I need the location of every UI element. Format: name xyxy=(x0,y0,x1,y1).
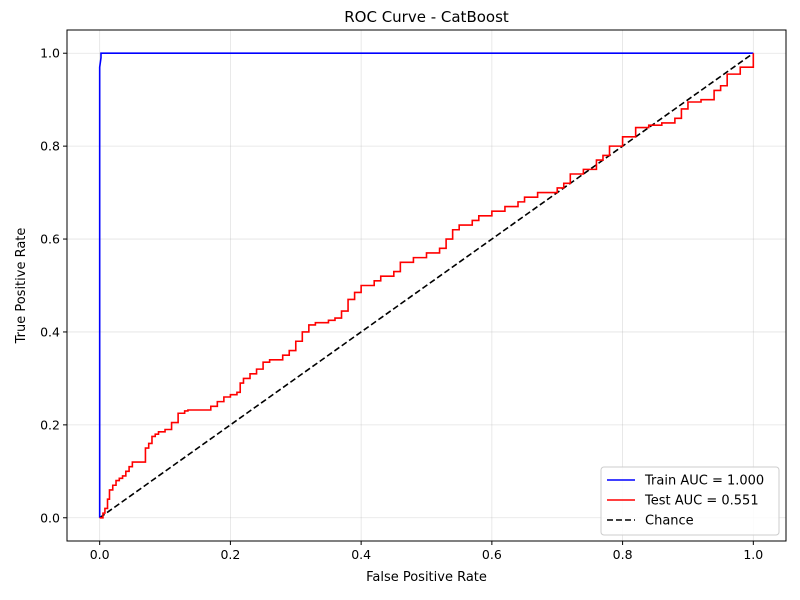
series-lines xyxy=(98,52,755,519)
x-axis-label: False Positive Rate xyxy=(366,570,487,585)
test-roc-line xyxy=(99,53,755,519)
axis-ticks: 0.0 0.2 0.4 0.6 0.8 1.0 0.0 0.2 0.4 0.6 0.8 1.0 xyxy=(40,46,763,562)
plot-frame xyxy=(66,29,787,542)
y-tick-label: 0.0 xyxy=(40,510,60,525)
legend-entry: Chance xyxy=(645,514,694,529)
x-tick-label: 0.8 xyxy=(613,547,633,562)
train-roc-line xyxy=(98,52,754,518)
chance-line xyxy=(99,52,754,519)
y-tick-label: 0.2 xyxy=(40,417,60,432)
y-tick-label: 0.8 xyxy=(40,139,60,154)
x-tick-label: 0.2 xyxy=(220,547,240,562)
y-tick-label: 1.0 xyxy=(40,46,60,61)
legend-entry: Test AUC = 0.551 xyxy=(644,494,759,509)
y-axis-label: True Positive Rate xyxy=(14,228,29,345)
legend: Train AUC = 1.000 Test AUC = 0.551 Chance xyxy=(600,466,780,536)
chart-title: ROC Curve - CatBoost xyxy=(344,8,509,26)
x-tick-label: 0.4 xyxy=(351,547,371,562)
x-tick-label: 1.0 xyxy=(743,547,763,562)
legend-box xyxy=(600,466,780,536)
y-tick-label: 0.6 xyxy=(40,232,60,247)
x-tick-label: 0.6 xyxy=(482,547,502,562)
legend-entry: Train AUC = 1.000 xyxy=(644,474,764,489)
y-tick-label: 0.4 xyxy=(40,324,60,339)
x-tick-label: 0.0 xyxy=(90,547,110,562)
